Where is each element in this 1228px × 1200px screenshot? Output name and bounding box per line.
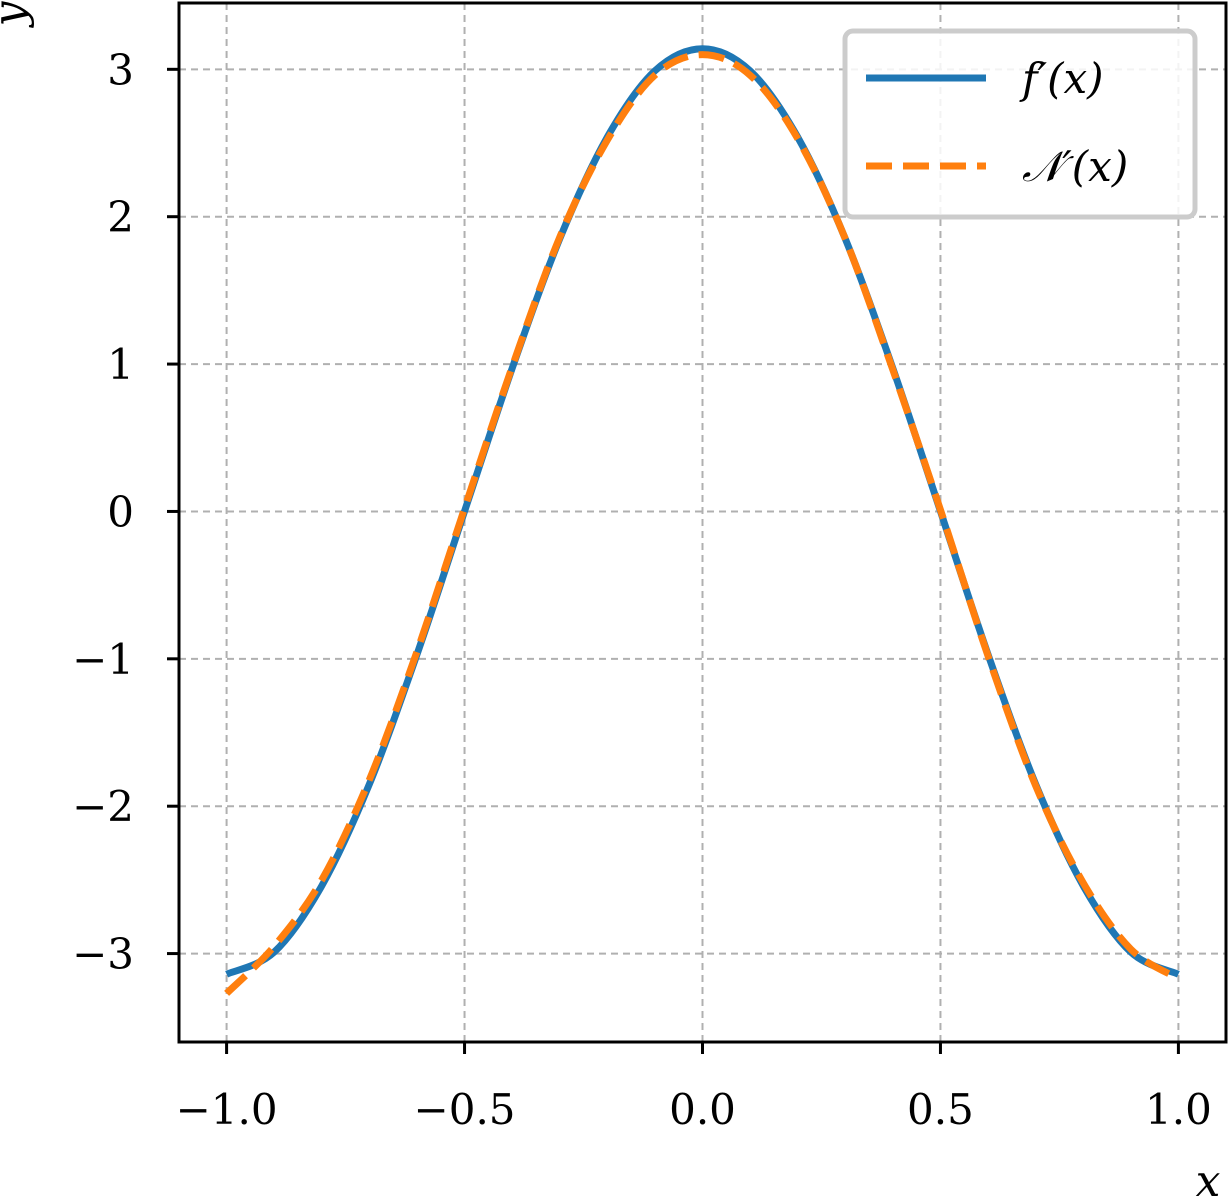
y-tick-label: 0 <box>107 487 134 536</box>
y-tick-label: −2 <box>72 782 134 831</box>
x-tick-label: 0.5 <box>907 1085 974 1134</box>
legend-label-2: 𝒩′(x) <box>1022 142 1128 191</box>
x-tick-label: 1.0 <box>1145 1085 1212 1134</box>
x-tick-label: −0.5 <box>414 1085 516 1134</box>
y-tick-label: −3 <box>72 930 134 979</box>
y-tick-label: 3 <box>107 45 134 94</box>
legend-box <box>842 28 1198 220</box>
x-tick-label: −1.0 <box>176 1085 278 1134</box>
x-axis-label: x <box>1196 1156 1221 1200</box>
y-tick-label: −1 <box>72 635 134 684</box>
y-axis-label: y <box>0 0 35 28</box>
y-tick-label: 1 <box>107 340 134 389</box>
legend: f′(x) 𝒩′(x) <box>842 28 1198 220</box>
plot-series <box>224 45 1181 996</box>
legend-label-1: f′(x) <box>1019 54 1104 103</box>
series-line-2 <box>224 51 1181 996</box>
ticks: −1.0 −0.5 0.0 0.5 1.0 −3 −2 −1 0 1 2 3 <box>72 45 1212 1134</box>
y-tick-label: 2 <box>107 193 134 242</box>
x-tick-label: 0.0 <box>669 1085 736 1134</box>
